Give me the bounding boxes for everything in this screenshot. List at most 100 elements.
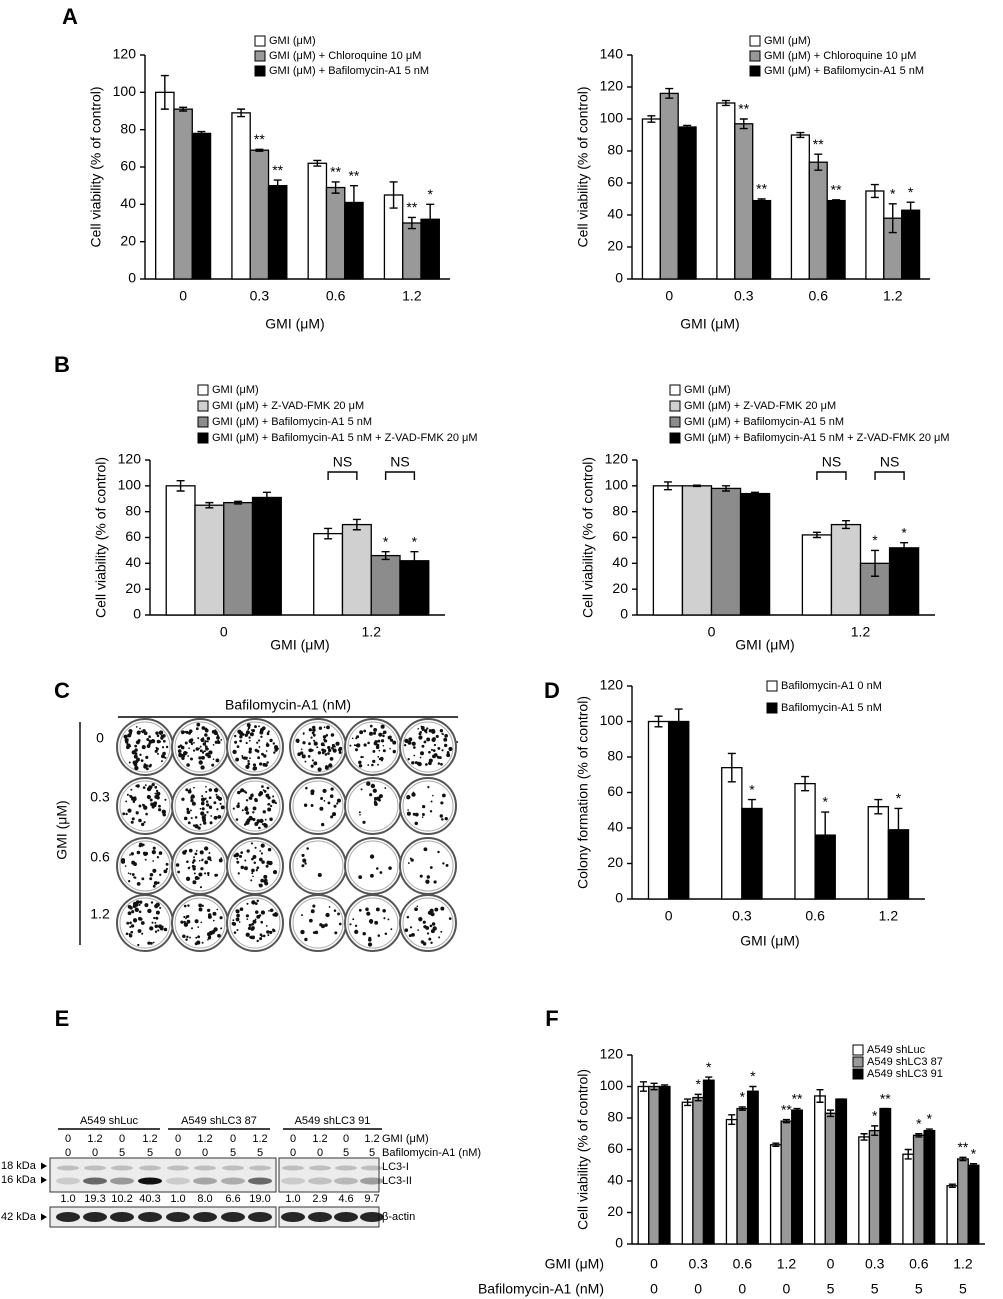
significance-star: * <box>740 1089 746 1105</box>
blot <box>278 1157 380 1193</box>
error-bar <box>871 1125 879 1137</box>
significance-star: * <box>872 532 878 548</box>
x-tick-label: 0 <box>220 624 228 640</box>
bar <box>946 1185 959 1245</box>
band-lc3-i <box>194 1165 216 1171</box>
band-lc3-i <box>84 1165 106 1171</box>
bar <box>888 547 920 616</box>
dish <box>289 837 347 895</box>
band-lc3-i <box>222 1165 244 1171</box>
bar <box>231 112 251 280</box>
legend-swatch <box>852 1068 864 1080</box>
error-bar <box>894 807 903 852</box>
bar <box>746 1090 759 1245</box>
error-bar <box>650 1082 658 1091</box>
y-tick-label: 40 <box>607 819 623 835</box>
error-bar <box>728 1114 736 1125</box>
dish-rim <box>229 721 281 773</box>
colonies <box>123 726 169 771</box>
legend-swatch <box>197 384 209 396</box>
lane-gmi: 0 <box>343 1133 349 1145</box>
significance-star: * <box>971 1145 977 1161</box>
dish-rim <box>347 721 399 773</box>
y-tick-label: 60 <box>607 1140 623 1156</box>
bar <box>835 1098 848 1245</box>
x-tick-label: 1.2 <box>883 288 903 304</box>
bar <box>637 1085 650 1245</box>
y-tick-label: 40 <box>607 206 623 222</box>
legend-swatch <box>197 416 209 428</box>
bar <box>741 807 763 900</box>
y-tick-label: 120 <box>600 677 624 693</box>
dish <box>344 894 402 952</box>
dish-rim <box>347 780 399 832</box>
significance-star: * <box>412 533 418 549</box>
x-tick-label: 0 <box>694 1281 702 1297</box>
legend-swatch <box>852 1056 864 1068</box>
colonies <box>404 905 452 946</box>
x-tick-label: 0.6 <box>805 908 825 924</box>
quantification: 1.0 <box>170 1193 185 1205</box>
quantification: 10.2 <box>111 1193 132 1205</box>
significance-star: * <box>872 1108 878 1124</box>
bar <box>736 1107 749 1245</box>
x-tick-label: 0.6 <box>809 288 829 304</box>
marker-arrow <box>41 1176 47 1184</box>
x-axis-label: GMI (μM) <box>270 637 329 653</box>
y-tick-label: 20 <box>125 580 141 596</box>
bar <box>155 91 175 280</box>
bar <box>912 1134 925 1245</box>
error-bar <box>900 541 909 554</box>
y-tick-label: 60 <box>607 783 623 799</box>
colonies <box>407 847 449 884</box>
colonies <box>231 899 279 943</box>
marker-label: 18 kDa <box>1 1160 37 1172</box>
error-bar <box>654 715 663 728</box>
legend-swatch <box>197 400 209 412</box>
x-tick-label: 0.6 <box>326 288 346 304</box>
bar <box>867 806 890 900</box>
panel-letter: F <box>545 1006 558 1031</box>
significance-star: * <box>822 794 828 810</box>
error-bar <box>197 130 206 136</box>
error-bar <box>692 484 701 488</box>
dish <box>171 837 229 895</box>
annotation: NS <box>822 454 841 470</box>
bar <box>901 209 921 280</box>
colonies <box>177 722 223 770</box>
bar <box>790 134 810 280</box>
colonies <box>358 854 392 879</box>
error-bar <box>959 1156 967 1162</box>
bar <box>808 161 828 280</box>
bar <box>341 523 372 616</box>
legend-label: A549 shLC3 87 <box>867 1056 943 1068</box>
band-lc3-ii <box>166 1177 190 1185</box>
lane-bafilomycin: 5 <box>343 1147 349 1159</box>
colony-row: 1.2 <box>90 906 110 922</box>
colony-title: Bafilomycin-A1 (nM) <box>225 697 351 713</box>
colonies <box>233 842 278 888</box>
lane-gmi: 0 <box>175 1133 181 1145</box>
error-bar <box>176 479 185 492</box>
band-actin <box>360 1212 384 1222</box>
bracket <box>384 471 416 480</box>
significance-star: * <box>695 1076 701 1092</box>
error-bar <box>860 1133 868 1141</box>
error-bar <box>739 118 748 130</box>
band-actin <box>56 1212 80 1222</box>
error-bar <box>721 99 730 107</box>
bar <box>868 1129 881 1245</box>
error-bar <box>727 752 736 783</box>
error-bar <box>816 1088 824 1103</box>
bar <box>780 1120 793 1245</box>
lane-bafilomycin: 5 <box>147 1147 153 1159</box>
legend-swatch <box>749 50 761 62</box>
error-bar <box>841 520 850 530</box>
y-tick-label: 120 <box>605 451 629 467</box>
bar <box>307 162 328 280</box>
error-bar <box>888 203 897 234</box>
dish-rim <box>347 840 399 892</box>
bar <box>667 720 690 900</box>
y-tick-label: 80 <box>607 748 623 764</box>
colony-row: 0 <box>96 730 104 746</box>
